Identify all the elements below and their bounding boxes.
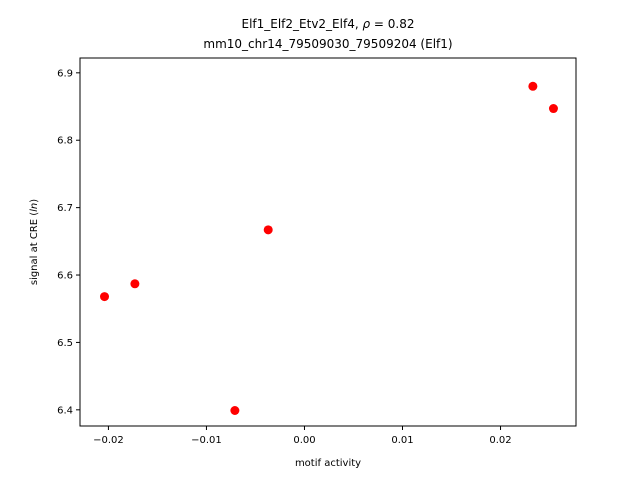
y-tick-label: 6.5 [57,338,73,349]
y-tick-label: 6.7 [57,203,73,214]
x-tick-label: 0.02 [489,435,511,446]
y-axis-label-ln: ln [29,203,40,212]
y-tick-label: 6.9 [57,68,73,79]
title-suffix: = 0.82 [370,17,414,31]
y-axis-ticks: 6.4 6.5 6.6 6.7 6.8 6.9 [57,68,80,416]
x-tick-label: −0.02 [93,435,124,446]
chart-title: Elf1_Elf2_Etv2_Elf4, ρ = 0.82 [241,17,414,31]
data-point [263,225,273,235]
plot-frame [79,57,577,427]
data-point [230,405,240,415]
x-axis-ticks: −0.02 −0.01 0.00 0.01 0.02 [93,426,512,446]
y-tick-label: 6.4 [57,405,73,416]
x-tick-label: 0.01 [391,435,413,446]
y-tick-label: 6.6 [57,271,73,282]
title-rho: ρ [362,17,370,31]
y-tick-label: 6.8 [57,136,73,147]
x-axis-label: motif activity [295,458,361,469]
chart-subtitle: mm10_chr14_79509030_79509204 (Elf1) [203,37,452,51]
y-axis-label: signal at CRE (ln) [29,199,40,285]
x-tick-label: −0.01 [191,435,222,446]
data-point [130,279,140,289]
title-prefix: Elf1_Elf2_Etv2_Elf4, [241,17,362,31]
data-point [528,81,538,91]
data-point [548,104,558,114]
data-point [100,292,110,302]
scatter-points [100,81,558,415]
x-tick-label: 0.00 [293,435,315,446]
